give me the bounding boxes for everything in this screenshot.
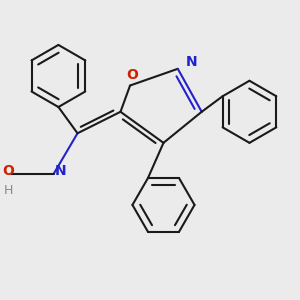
Text: N: N (185, 55, 197, 69)
Text: H: H (4, 184, 13, 197)
Text: O: O (127, 68, 138, 82)
Text: N: N (55, 164, 67, 178)
Text: O: O (2, 164, 14, 178)
